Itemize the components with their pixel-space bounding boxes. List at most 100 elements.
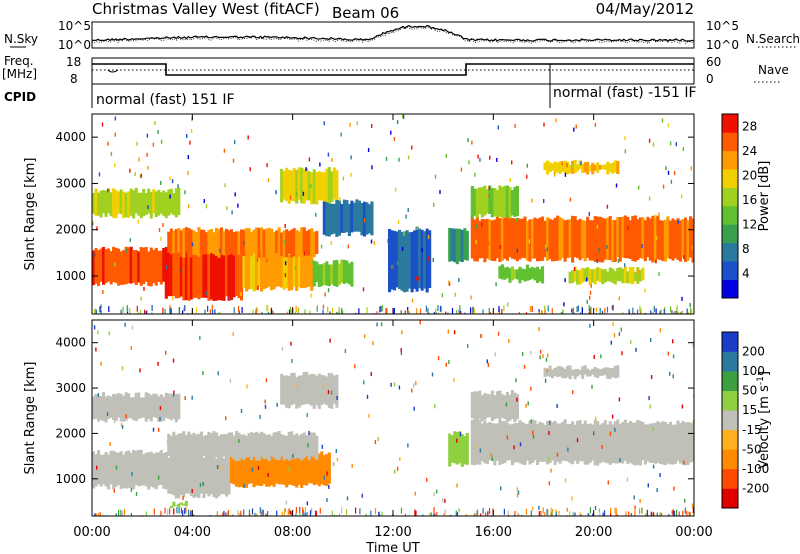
speckle xyxy=(407,208,409,212)
band-7-cell xyxy=(350,200,354,233)
band-2-cell xyxy=(317,453,321,487)
band-0-cell xyxy=(147,452,151,490)
speckle xyxy=(125,414,127,419)
band-3-cell xyxy=(267,434,271,462)
band-9-cell xyxy=(465,230,469,261)
band-6-cell xyxy=(285,167,289,202)
band-10-cell xyxy=(473,219,477,262)
band-3-cell xyxy=(217,435,221,459)
band-4-cell xyxy=(179,230,183,257)
speckle xyxy=(100,361,102,366)
speckle xyxy=(96,465,98,470)
band-4-cell xyxy=(152,393,156,418)
band-0-cell xyxy=(127,247,131,284)
ground-speckle xyxy=(225,512,227,516)
speckle xyxy=(571,163,574,168)
speckle xyxy=(95,347,97,352)
ground-speckle xyxy=(678,511,680,516)
speckle xyxy=(237,510,239,515)
band-1-cell xyxy=(207,246,211,301)
speckle xyxy=(561,161,563,166)
ground-speckle xyxy=(145,511,147,516)
band-4-cell xyxy=(209,229,213,253)
speckle xyxy=(548,242,551,247)
speckle xyxy=(101,122,104,127)
band-1-cell xyxy=(234,249,239,297)
band-9-cell xyxy=(558,365,562,377)
ground-speckle xyxy=(464,312,466,314)
speckle xyxy=(322,304,325,309)
speckle xyxy=(589,290,592,295)
band-1-cell xyxy=(182,249,186,301)
speckle xyxy=(224,183,226,188)
band-10-cell xyxy=(551,219,555,262)
band-4-cell xyxy=(149,395,153,422)
velocity-colorbar-tick: 200 xyxy=(742,345,765,359)
speckle xyxy=(305,167,307,172)
speckle xyxy=(624,263,626,268)
band-5-cell xyxy=(325,376,329,406)
band-3-cell xyxy=(182,431,186,460)
band-4-cell xyxy=(290,229,294,258)
band-9-cell xyxy=(598,369,602,376)
speckle xyxy=(244,228,246,233)
band-13-cell xyxy=(631,266,635,285)
ground-speckle xyxy=(507,514,509,516)
band-11-cell xyxy=(485,189,489,214)
speckle xyxy=(283,240,285,245)
band-1-cell xyxy=(172,458,176,496)
band-10-cell xyxy=(174,505,178,507)
band-4-cell xyxy=(177,228,181,253)
ground-speckle xyxy=(542,507,544,514)
band-12-cell xyxy=(530,266,535,279)
band-4-cell xyxy=(234,231,239,257)
speckle xyxy=(152,142,155,147)
speckle xyxy=(689,303,691,307)
band-10-cell xyxy=(480,218,484,259)
band-2-cell xyxy=(247,456,251,484)
speckle xyxy=(523,364,526,369)
band-10-cell xyxy=(583,220,587,262)
ground-speckle xyxy=(216,511,218,516)
speckle xyxy=(445,153,447,158)
speckle xyxy=(296,384,298,389)
band-10-cell xyxy=(495,216,499,259)
band-4-cell xyxy=(302,227,306,253)
speckle xyxy=(634,505,636,510)
speckle xyxy=(650,375,653,379)
speckle xyxy=(519,442,522,447)
ground-speckle xyxy=(419,308,422,314)
ground-speckle xyxy=(184,508,186,515)
band-5-cell xyxy=(109,192,113,217)
power-data xyxy=(92,114,694,314)
colorbar-swatch xyxy=(722,150,738,170)
band-2-cell xyxy=(320,451,324,485)
band-3-cell xyxy=(179,433,183,461)
band-2-cell xyxy=(247,250,251,290)
band-1-cell xyxy=(184,249,188,301)
ground-speckle xyxy=(97,513,99,516)
speckle xyxy=(336,457,339,462)
band-3-cell xyxy=(212,431,216,456)
speckle xyxy=(526,163,528,168)
band-8-cell xyxy=(390,230,394,290)
speckle xyxy=(136,141,138,146)
speckle xyxy=(92,221,94,226)
band-0-cell xyxy=(107,454,111,490)
band-0-cell xyxy=(117,248,121,286)
speckle xyxy=(569,197,572,202)
station-title: Christmas Valley West (fitACF) xyxy=(92,0,320,18)
speckle xyxy=(393,382,396,387)
speckle xyxy=(416,276,418,281)
ground-speckle xyxy=(529,305,531,312)
band-1-cell xyxy=(232,248,236,298)
ground-speckle xyxy=(562,309,564,314)
band-7-cell xyxy=(656,421,660,463)
ground-speckle xyxy=(262,509,264,516)
band-3-cell xyxy=(207,431,211,457)
band-4-cell xyxy=(174,229,178,256)
cpid-panel: CPID normal (fast) 151 IF normal (fast) … xyxy=(4,84,697,108)
band-11-cell xyxy=(515,185,520,217)
speckle xyxy=(199,335,201,340)
speckle xyxy=(441,293,443,298)
